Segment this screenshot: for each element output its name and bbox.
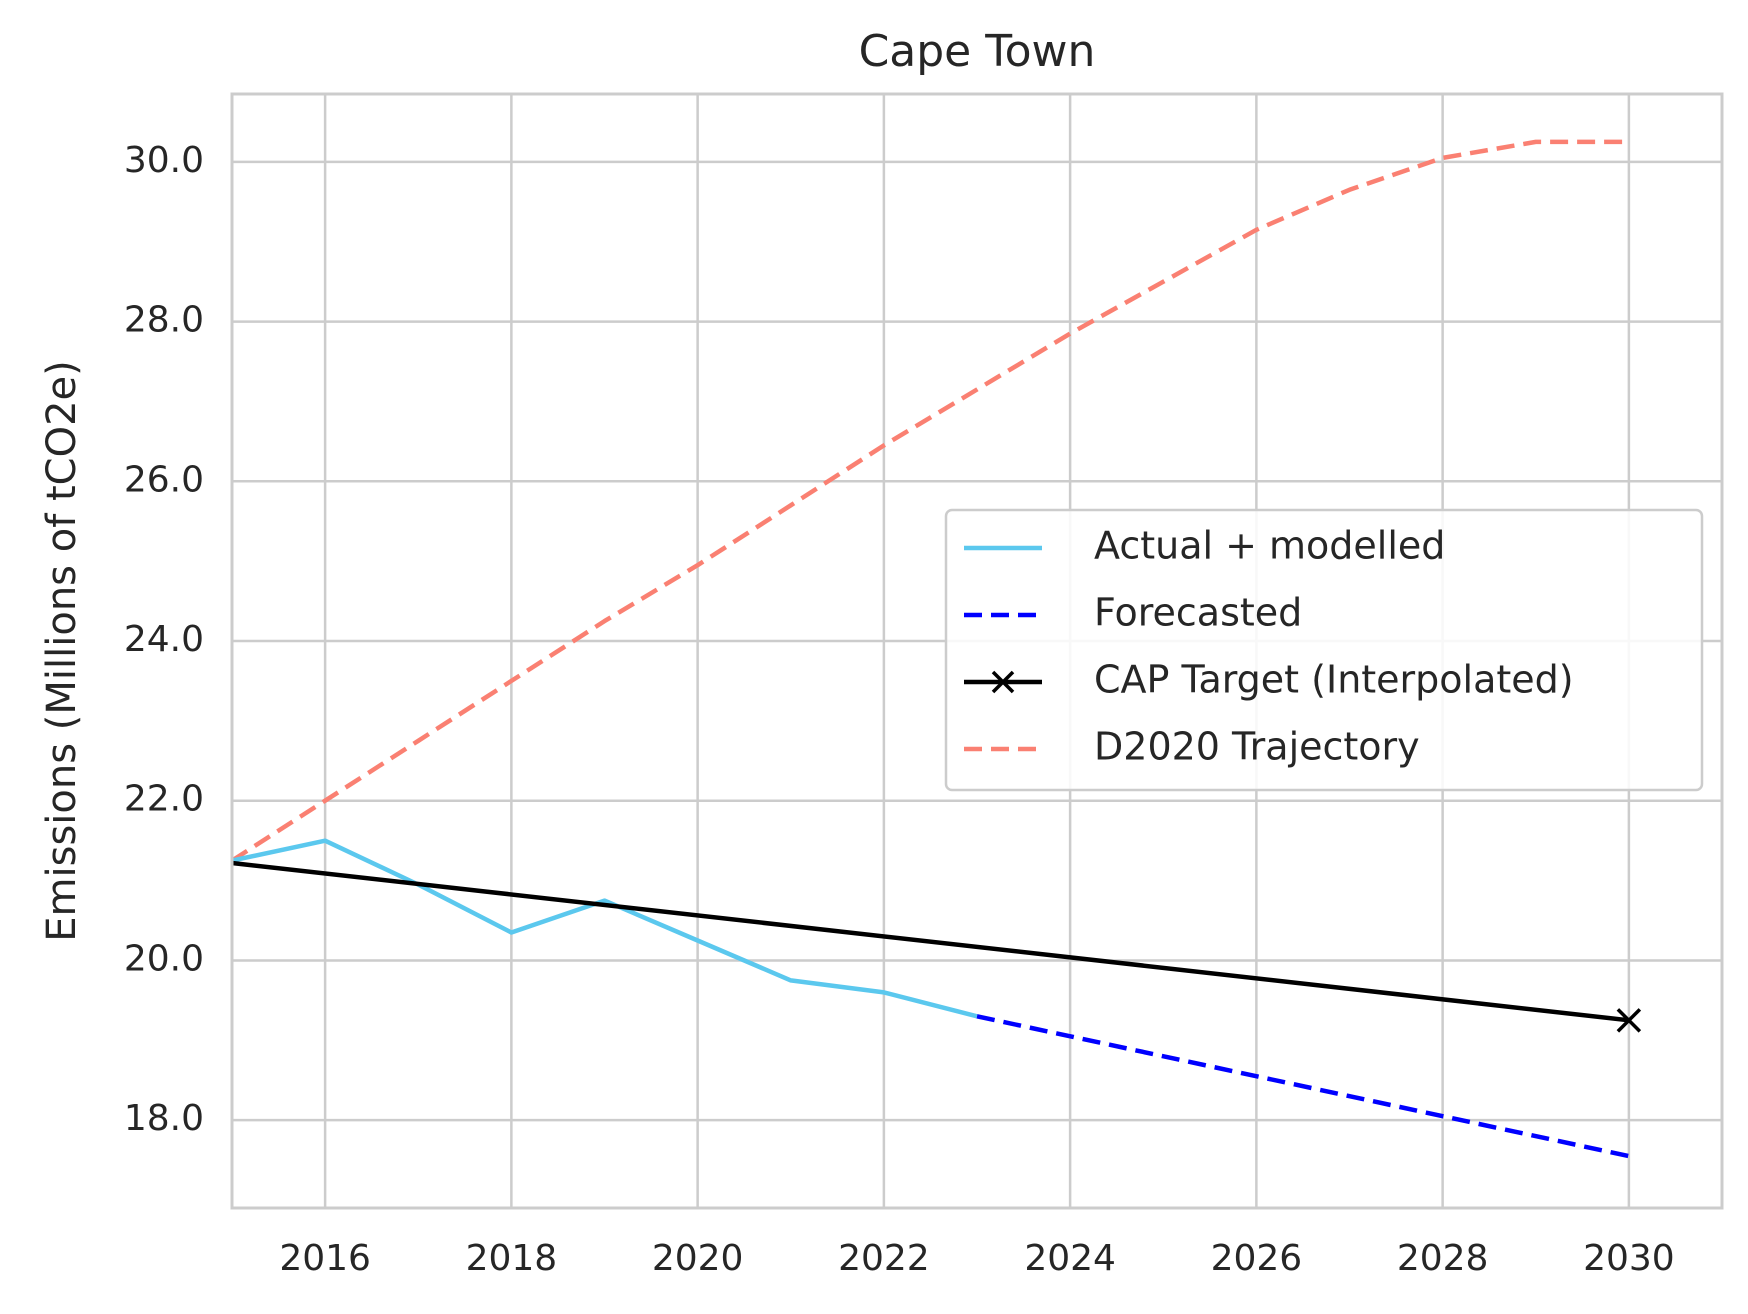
x-tick-label: 2018 — [466, 1238, 558, 1279]
y-axis-label: Emissions (Millions of tCO2e) — [39, 360, 85, 942]
legend-item-cap-target-interpolated: CAP Target (Interpolated) — [964, 658, 1574, 702]
legend-label: Forecasted — [1094, 591, 1302, 635]
legend-item-actual-modelled: Actual + modelled — [964, 524, 1445, 568]
y-tick-label: 20.0 — [124, 938, 204, 979]
plot-frame — [230, 92, 1724, 1210]
y-tick-label: 24.0 — [124, 619, 204, 660]
y-tick-label: 30.0 — [124, 140, 204, 181]
y-tick-label: 28.0 — [124, 300, 204, 341]
x-tick-label: 2022 — [838, 1238, 930, 1279]
legend-box — [944, 508, 1704, 792]
series-line-d2020-trajectory — [230, 139, 1629, 863]
x-tick-label: 2030 — [1583, 1238, 1675, 1279]
x-marker-stroke — [1616, 1008, 1642, 1033]
x-tick-label: 2020 — [652, 1238, 744, 1279]
legend-item-forecasted: Forecasted — [964, 591, 1302, 635]
legend-x-marker — [991, 670, 1015, 694]
series-line-cap-target-interpolated — [231, 860, 1630, 1023]
plot-series — [230, 139, 1642, 1159]
chart-title: Cape Town — [859, 26, 1096, 77]
axis-ticks: 2016 2018 2020 2022 2024 2026 2028 2030 18.0 20.0… — [124, 140, 1675, 1279]
legend-label: CAP Target (Interpolated) — [1094, 658, 1574, 702]
x-tick-label: 2028 — [1397, 1238, 1489, 1279]
x-tick-label: 2024 — [1024, 1238, 1116, 1279]
grid — [232, 94, 1722, 1208]
y-tick-label: 18.0 — [124, 1098, 204, 1139]
legend-label: Actual + modelled — [1094, 524, 1445, 568]
series-marker-cap-target-interpolated — [1616, 1008, 1642, 1033]
legend: Actual + modelled Forecasted CAP Target (I… — [944, 508, 1704, 792]
y-tick-label: 22.0 — [124, 779, 204, 820]
series-line-forecasted — [976, 1014, 1630, 1159]
series-line-actual-modelled — [231, 838, 978, 1019]
legend-item-d2020-trajectory: D2020 Trajectory — [964, 725, 1420, 769]
y-tick-label: 26.0 — [124, 459, 204, 500]
legend-label: D2020 Trajectory — [1094, 725, 1420, 769]
x-tick-label: 2016 — [279, 1238, 371, 1279]
x-tick-label: 2026 — [1211, 1238, 1303, 1279]
